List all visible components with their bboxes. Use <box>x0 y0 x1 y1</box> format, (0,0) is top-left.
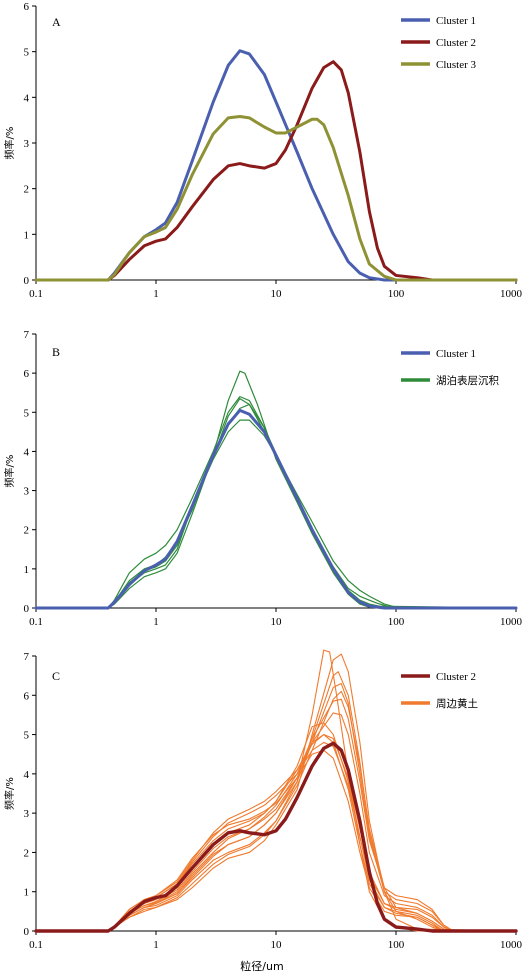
y-tick-label: 0 <box>24 275 30 287</box>
series-line-6 <box>35 712 517 932</box>
series-line-cluster-3 <box>34 115 518 282</box>
y-axis-label: 频率/% <box>3 455 16 488</box>
x-tick-label: 10 <box>271 288 283 300</box>
series-line-cluster-1 <box>34 49 518 282</box>
legend-label: Cluster 1 <box>436 348 476 360</box>
y-tick-label: 6 <box>24 690 30 702</box>
y-axis-label: 频率/% <box>3 127 16 160</box>
series-line-3 <box>35 403 517 609</box>
panel-label: B <box>52 345 60 359</box>
series-line-4 <box>35 722 517 932</box>
x-tick-label: 10 <box>271 939 283 951</box>
x-axis-label: 粒径/um <box>240 959 283 973</box>
x-tick-label: 0.1 <box>29 288 43 300</box>
series-line-2 <box>35 419 517 609</box>
series-line-0 <box>35 649 517 932</box>
x-tick-label: 100 <box>388 288 405 300</box>
legend-label: Cluster 3 <box>436 59 477 71</box>
y-tick-label: 4 <box>24 769 30 781</box>
legend-label: Cluster 2 <box>436 37 476 49</box>
y-tick-label: 5 <box>24 407 30 419</box>
y-tick-label: 1 <box>24 564 30 576</box>
legend-label: 周边黄土 <box>436 697 478 710</box>
y-tick-label: 5 <box>24 730 30 742</box>
series-line-cluster-2 <box>34 741 518 933</box>
x-tick-label: 1 <box>153 616 159 628</box>
y-axis-label: 频率/% <box>3 777 16 810</box>
series-line-11 <box>35 734 517 932</box>
x-tick-label: 100 <box>388 616 405 628</box>
series-line-cluster-2 <box>34 60 518 282</box>
y-tick-label: 7 <box>24 329 30 341</box>
series-line-5 <box>35 734 517 932</box>
x-tick-label: 1 <box>153 939 159 951</box>
panel-c: 0 1 2 3 4 5 6 7 0.1 1 10 100 1000 频率/% 粒径/um C Cluster 2… <box>3 649 523 973</box>
y-tick-label: 1 <box>24 229 30 241</box>
y-tick-label: 0 <box>24 926 30 938</box>
x-tick-label: 0.1 <box>29 616 43 628</box>
x-tick-label: 1000 <box>500 939 523 951</box>
y-tick-label: 4 <box>24 92 30 104</box>
y-tick-label: 0 <box>24 603 30 615</box>
x-tick-label: 10 <box>271 616 283 628</box>
y-tick-label: 3 <box>24 486 30 498</box>
series-line-9 <box>35 741 517 932</box>
series-line-0 <box>35 396 517 609</box>
y-tick-label: 2 <box>24 184 30 196</box>
series-line-cluster-1 <box>34 408 518 610</box>
x-tick-label: 0.1 <box>29 939 43 951</box>
y-tick-label: 3 <box>24 138 30 150</box>
series-line-8 <box>35 690 517 932</box>
panel-a: 0 1 2 3 4 5 6 0.1 1 10 100 1000 频率/% A Cluster 1 Cluste… <box>3 1 523 300</box>
x-tick-label: 1000 <box>500 288 523 300</box>
legend-label: 湖泊表层沉积 <box>436 374 499 387</box>
y-tick-label: 7 <box>24 651 30 663</box>
y-tick-label: 2 <box>24 525 30 537</box>
y-tick-label: 3 <box>24 808 30 820</box>
series-line-4 <box>35 397 517 609</box>
y-tick-label: 2 <box>24 847 30 859</box>
y-tick-label: 6 <box>24 1 30 13</box>
y-tick-label: 5 <box>24 47 30 59</box>
series-line-3 <box>35 698 517 932</box>
y-tick-label: 4 <box>24 446 30 458</box>
panel-label: C <box>52 669 60 683</box>
legend-label: Cluster 2 <box>436 671 476 683</box>
x-tick-label: 100 <box>388 939 405 951</box>
y-tick-label: 6 <box>24 368 30 380</box>
panel-label: A <box>52 15 61 29</box>
y-tick-label: 1 <box>24 887 30 899</box>
legend-label: Cluster 1 <box>436 15 476 27</box>
series-line-2 <box>35 682 517 932</box>
panel-b: 0 1 2 3 4 5 6 7 0.1 1 10 100 1000 频率/% B Cluster 1 湖泊表层沉… <box>3 329 523 628</box>
x-tick-label: 1 <box>153 288 159 300</box>
series-line-1 <box>35 653 517 932</box>
x-tick-label: 1000 <box>500 616 523 628</box>
series-line-7 <box>35 749 517 932</box>
series-line-1 <box>35 370 517 609</box>
